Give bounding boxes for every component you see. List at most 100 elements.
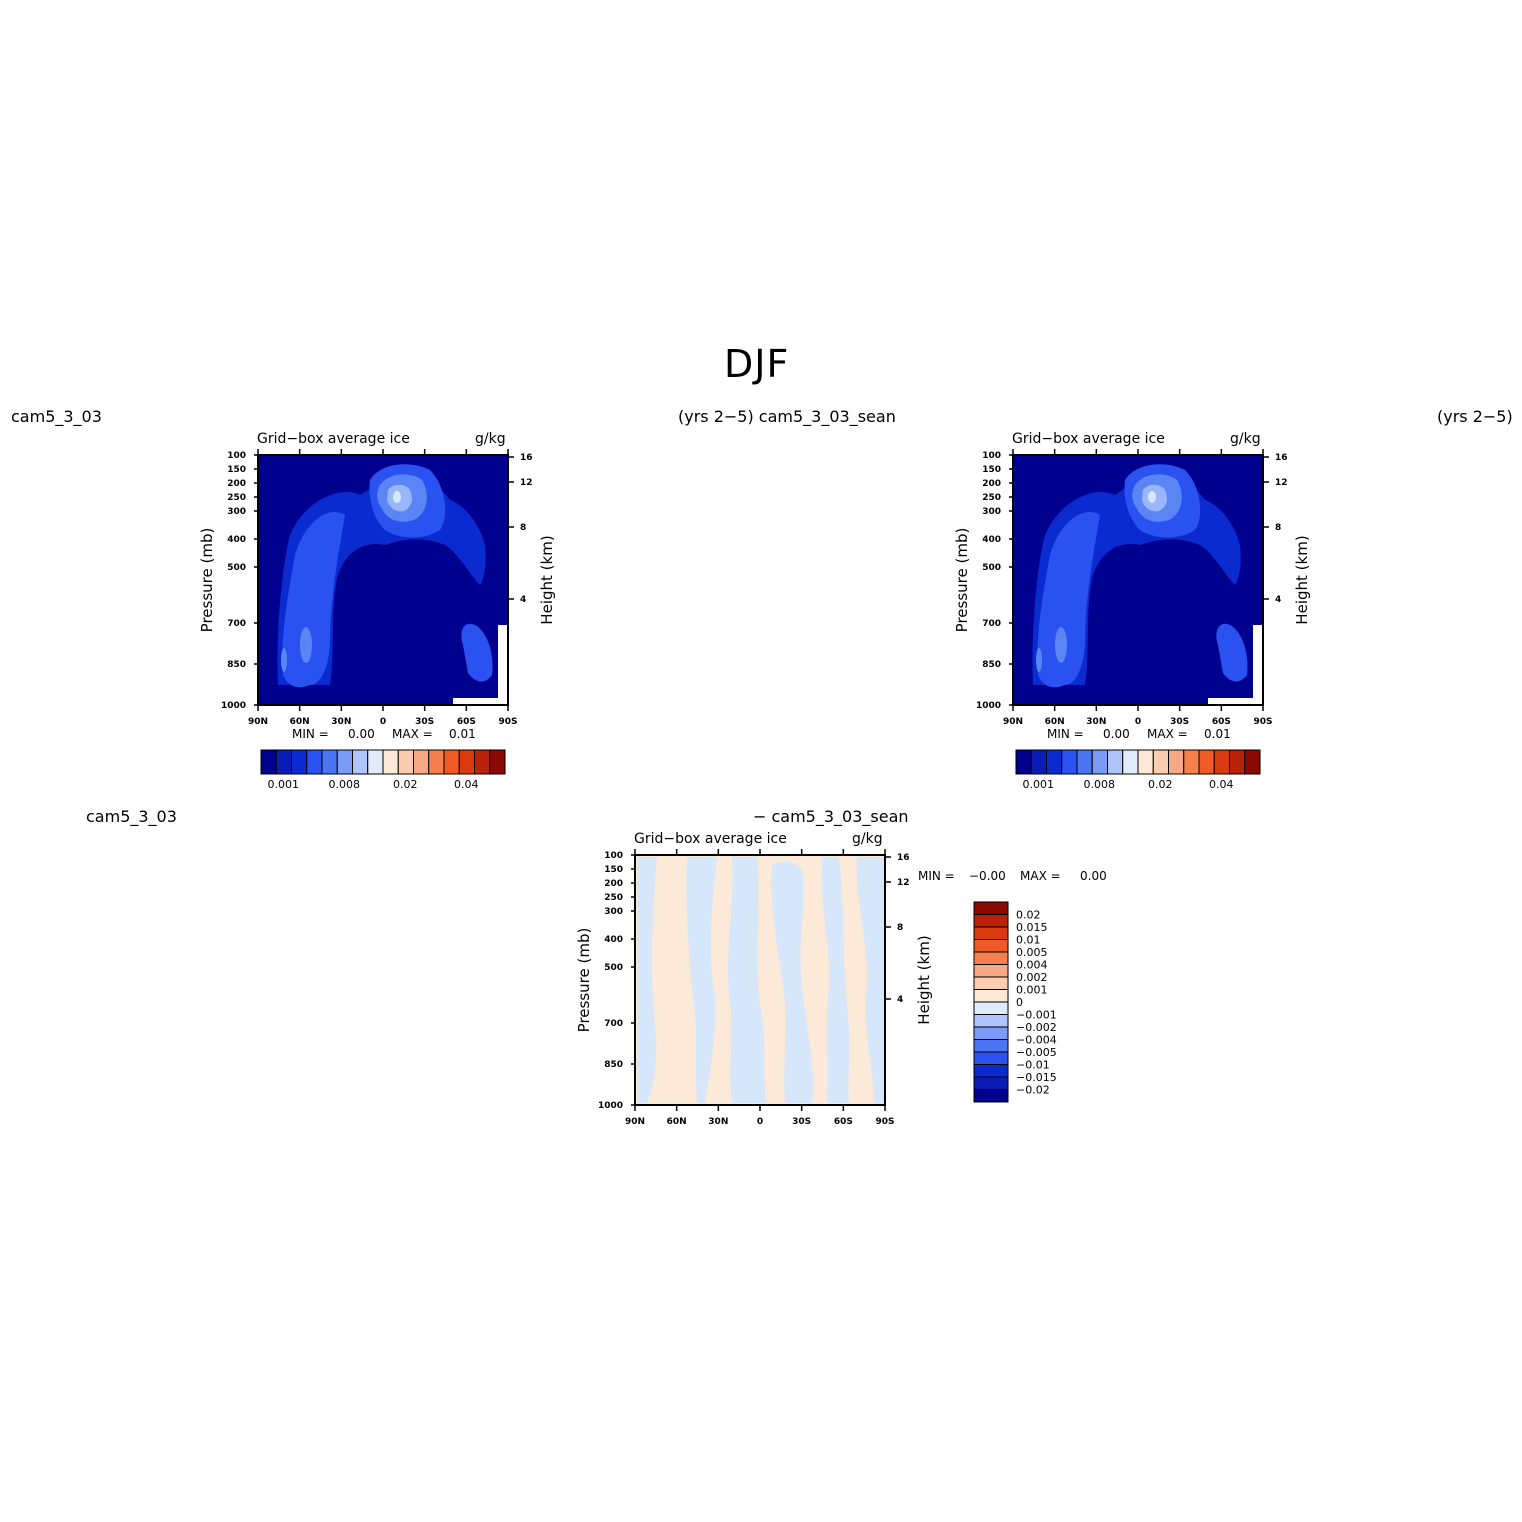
y-tick-label: 200	[227, 479, 246, 489]
colorbar-label: 0.004	[1016, 959, 1048, 972]
colorbar-swatch	[973, 901, 1009, 915]
colorbar-swatch	[1046, 749, 1063, 775]
case-label-top-center: (yrs 2−5) cam5_3_03_sean	[678, 407, 896, 426]
contour-level-3b	[1055, 627, 1067, 663]
x-tick-label: 60N	[1045, 717, 1065, 727]
colorbar-label: −0.015	[1016, 1071, 1057, 1084]
neg-region	[686, 857, 717, 1103]
colorbar-label: 0.015	[1016, 921, 1048, 934]
colorbar-label: 0.001	[1023, 778, 1055, 791]
y-tick-label: 200	[982, 479, 1001, 489]
y-axis-label: Pressure (mb)	[575, 928, 593, 1033]
panel-1-plot: 100 150 200 250 300 400 500 700 850 1000 16 12 8 4 9…	[198, 449, 556, 727]
x-tick-labels: 90N 60N 30N 0 30S 60S 90S	[1003, 449, 1273, 727]
colorbar-label: 0.02	[393, 778, 418, 791]
colorbar-swatch	[382, 749, 399, 775]
contour-level-3c	[1036, 648, 1042, 672]
colorbar-swatch	[973, 1039, 1009, 1053]
y-tick-label: 850	[982, 660, 1001, 670]
colorbar-swatch	[413, 749, 430, 775]
y-tick-label: 150	[604, 865, 623, 875]
colorbar-label: −0.01	[1016, 1059, 1050, 1072]
x-tick-label: 30N	[1086, 717, 1106, 727]
plot-area	[1012, 454, 1264, 706]
y-tick-labels: 100 150 200 250 300 400 500 700 850 1000	[221, 451, 258, 711]
x-tick-label: 60S	[457, 717, 476, 727]
y-tick-label: 1000	[976, 701, 1001, 711]
colorbar-swatch	[1107, 749, 1124, 775]
colorbar-label: 0.04	[1209, 778, 1234, 791]
y2-tick-label: 12	[1275, 478, 1288, 488]
y-tick-label: 500	[982, 563, 1001, 573]
neg-region	[637, 857, 657, 1103]
case-label-top-left: cam5_3_03	[11, 407, 102, 426]
y-tick-label: 200	[604, 879, 623, 889]
panel-units: g/kg	[852, 831, 883, 847]
min-label: MIN =	[1047, 727, 1084, 741]
y-tick-label: 700	[227, 619, 246, 629]
panel-title: Grid−box average ice	[634, 831, 787, 847]
y-tick-label: 100	[604, 851, 623, 861]
x-tick-label: 60S	[834, 1117, 853, 1127]
panel-units: g/kg	[1230, 431, 1261, 447]
y-tick-label: 500	[227, 563, 246, 573]
contour-level-3c	[281, 648, 287, 672]
y2-axis-label: Height (km)	[915, 935, 933, 1024]
max-label: MAX =	[1020, 869, 1061, 883]
plot-area	[634, 854, 886, 1106]
max-value: 0.01	[449, 727, 476, 741]
y-tick-label: 400	[982, 535, 1001, 545]
y-axis-label: Pressure (mb)	[953, 528, 971, 633]
y-tick-label: 250	[227, 493, 246, 503]
y-tick-label: 150	[227, 465, 246, 475]
colorbar-swatch	[1229, 749, 1246, 775]
colorbar-swatch	[1091, 749, 1108, 775]
y-tick-label: 100	[982, 451, 1001, 461]
y2-tick-labels: 16 12 8 4	[508, 453, 533, 605]
colorbar-swatch	[973, 1089, 1009, 1103]
x-tick-label: 90N	[625, 1117, 645, 1127]
x-tick-label: 90N	[248, 717, 268, 727]
y-tick-labels: 100 150 200 250 300 400 500 700 850 1000	[976, 451, 1013, 711]
colorbar-swatch	[973, 1076, 1009, 1090]
y2-tick-label: 4	[520, 595, 526, 605]
colorbar-swatch	[973, 926, 1009, 940]
x-tick-labels: 90N 60N 30N 0 30S 60S 90S	[625, 849, 895, 1127]
panel-title: Grid−box average ice	[257, 431, 410, 447]
min-label: MIN =	[292, 727, 329, 741]
y2-tick-label: 8	[520, 523, 526, 533]
min-label: MIN =	[918, 869, 955, 883]
contour-level-2	[1037, 511, 1100, 688]
colorbar-swatch	[973, 951, 1009, 965]
colorbar-swatch	[1198, 749, 1215, 775]
colorbar-swatch	[1152, 749, 1169, 775]
colorbar-swatch	[1015, 749, 1032, 775]
max-value: 0.01	[1204, 727, 1231, 741]
colorbar-swatch	[973, 1001, 1009, 1015]
colorbar-label: −0.02	[1016, 1084, 1050, 1097]
x-tick-label: 0	[1135, 717, 1141, 727]
contour-level-5	[1148, 491, 1156, 503]
colorbar-swatch	[973, 1064, 1009, 1078]
y-tick-label: 1000	[598, 1101, 623, 1111]
y-tick-labels: 100 150 200 250 300 400 500 700 850 1000	[598, 851, 635, 1111]
colorbar-swatch	[973, 1014, 1009, 1028]
max-label: MAX =	[1147, 727, 1188, 741]
x-tick-label: 60S	[1212, 717, 1231, 727]
colorbar-swatch	[1137, 749, 1154, 775]
colorbar-swatch	[1122, 749, 1139, 775]
y-tick-label: 300	[982, 507, 1001, 517]
panel-units: g/kg	[475, 431, 506, 447]
missing-data-edge	[1253, 625, 1263, 705]
panel-title: Grid−box average ice	[1012, 431, 1165, 447]
colorbar-swatch	[973, 964, 1009, 978]
colorbar-swatch	[1076, 749, 1093, 775]
y2-tick-label: 12	[897, 878, 910, 888]
colorbar-swatch	[1168, 749, 1185, 775]
contour-level-5	[393, 491, 401, 503]
x-tick-labels: 90N 60N 30N 0 30S 60S 90S	[248, 449, 518, 727]
colorbar-label: −0.004	[1016, 1034, 1057, 1047]
max-label: MAX =	[392, 727, 433, 741]
y-tick-label: 150	[982, 465, 1001, 475]
colorbar-swatch	[443, 749, 460, 775]
